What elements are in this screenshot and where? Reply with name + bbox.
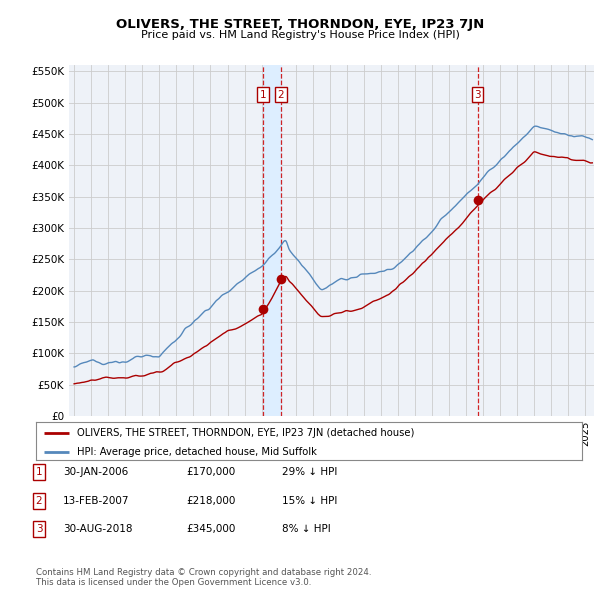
Text: 2: 2	[35, 496, 43, 506]
Text: 15% ↓ HPI: 15% ↓ HPI	[282, 496, 337, 506]
Text: OLIVERS, THE STREET, THORNDON, EYE, IP23 7JN (detached house): OLIVERS, THE STREET, THORNDON, EYE, IP23…	[77, 428, 415, 438]
Text: OLIVERS, THE STREET, THORNDON, EYE, IP23 7JN: OLIVERS, THE STREET, THORNDON, EYE, IP23…	[116, 18, 484, 31]
Text: 3: 3	[35, 524, 43, 534]
Text: £218,000: £218,000	[186, 496, 235, 506]
Text: 29% ↓ HPI: 29% ↓ HPI	[282, 467, 337, 477]
Text: 1: 1	[260, 90, 266, 100]
Text: 2: 2	[277, 90, 284, 100]
Text: 1: 1	[35, 467, 43, 477]
Text: 13-FEB-2007: 13-FEB-2007	[63, 496, 130, 506]
Text: 30-JAN-2006: 30-JAN-2006	[63, 467, 128, 477]
Bar	[263, 65, 281, 416]
Text: £170,000: £170,000	[186, 467, 235, 477]
Text: 30-AUG-2018: 30-AUG-2018	[63, 524, 133, 534]
Text: 3: 3	[474, 90, 481, 100]
Text: Price paid vs. HM Land Registry's House Price Index (HPI): Price paid vs. HM Land Registry's House …	[140, 30, 460, 40]
Text: HPI: Average price, detached house, Mid Suffolk: HPI: Average price, detached house, Mid …	[77, 447, 317, 457]
Text: Contains HM Land Registry data © Crown copyright and database right 2024.
This d: Contains HM Land Registry data © Crown c…	[36, 568, 371, 587]
Text: £345,000: £345,000	[186, 524, 235, 534]
Text: 8% ↓ HPI: 8% ↓ HPI	[282, 524, 331, 534]
